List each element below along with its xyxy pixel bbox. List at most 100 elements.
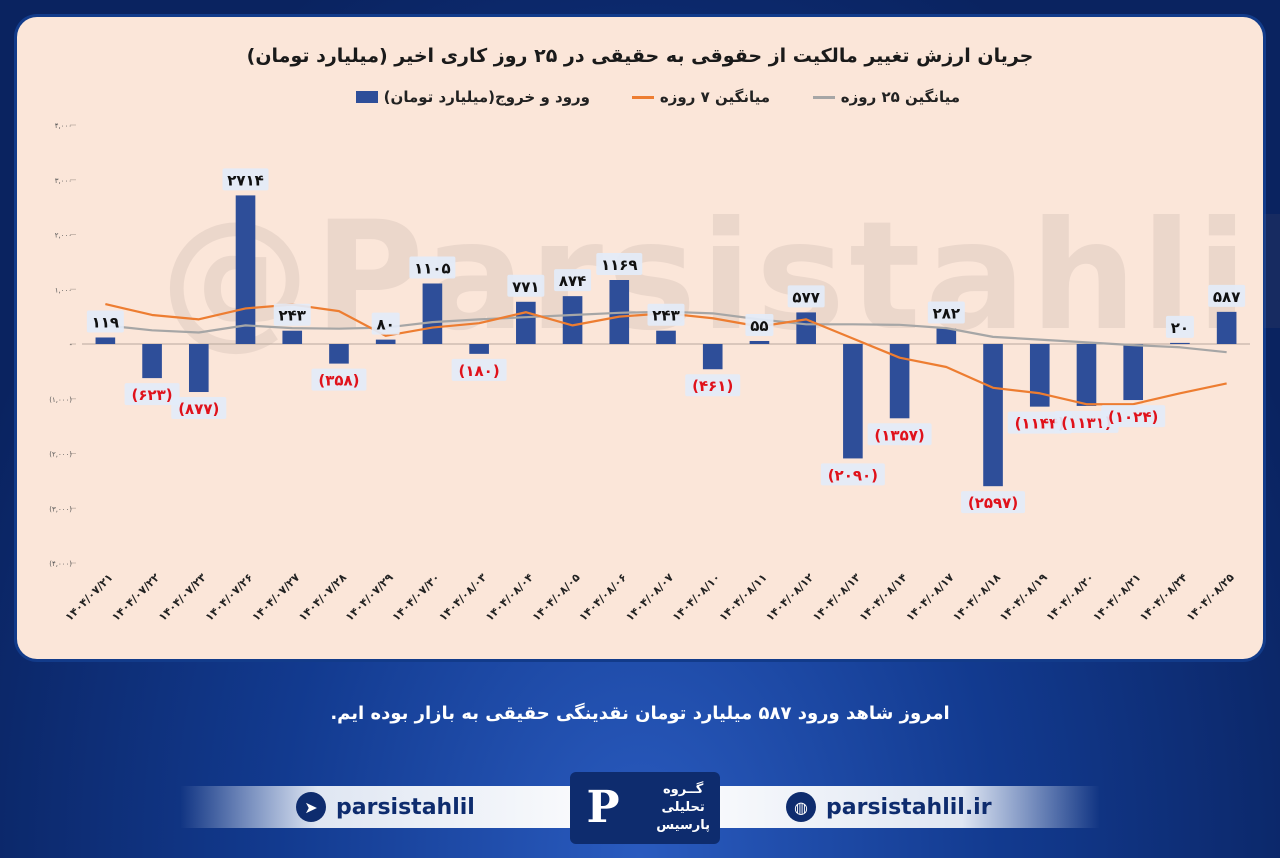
watermark: @Parsistahlil [160,190,1280,364]
data-label-box [596,252,643,275]
x-tick-label: ۱۴۰۴/۰۷/۲۷ [250,571,303,624]
data-label-box [745,313,774,336]
data-label-box [273,303,311,326]
x-tick-label: ۱۴۰۴/۰۸/۱۳ [810,571,863,624]
data-label: (۶۲۳) [131,386,172,404]
data-label: ۷۷۱ [512,278,539,296]
data-label-box [86,310,124,333]
data-label: ۱۱۶۹ [601,256,638,274]
telegram-link[interactable]: ➤ parsistahlil [296,792,475,822]
bar [282,330,303,344]
y-tick-label: (۲,۰۰۰) [49,451,72,459]
data-label: ۱۱۰۵ [414,260,451,278]
legend-label-25day: میانگین ۲۵ روزه [840,88,960,106]
bar [562,296,583,344]
data-label-box [820,463,885,486]
x-tick-label: ۱۴۰۴/۰۸/۰۶ [577,571,630,624]
x-tick-label: ۱۴۰۴/۰۸/۲۵ [1184,571,1237,624]
bar [1170,342,1190,344]
bar [656,330,676,344]
data-label: ۸۰ [377,316,395,334]
bar [422,283,443,344]
x-tick-label: ۱۴۰۴/۰۷/۲۲ [109,571,162,624]
y-tick-label: ۴,۰۰۰ [55,122,72,130]
logo-line-2: تحلیلی [661,800,705,815]
data-label-box [222,168,269,191]
data-label-box [171,397,227,420]
x-tick-label: ۱۴۰۴/۰۷/۲۳ [156,571,209,624]
data-label-box [554,269,592,292]
data-label-box [787,285,825,308]
data-label: (۲۵۹۷) [968,494,1018,512]
y-tick-label: ۱,۰۰۰ [55,286,72,294]
website-url: parsistahlil.ir [826,794,992,820]
bar [1123,344,1144,401]
data-label: ۵۵ [750,317,768,335]
globe-icon: ◍ [786,792,816,822]
x-tick-label: ۱۴۰۴/۰۷/۲۱ [63,571,116,624]
data-label: (۳۵۸) [318,372,359,390]
data-label-box [1165,315,1194,338]
chart-title: جریان ارزش تغییر مالکیت از حقوقی به حقیق… [246,45,1034,67]
legend-swatch-flow [355,91,378,103]
x-tick-label: ۱۴۰۴/۰۸/۰۷ [623,571,676,624]
x-tick-label: ۱۴۰۴/۰۷/۲۹ [343,571,396,624]
logo-line-3: پارسیس [656,818,710,833]
data-label: (۱۱۴۴) [1015,415,1065,433]
bar [1216,311,1237,344]
bar [983,344,1003,487]
x-tick-label: ۱۴۰۴/۰۸/۲۱ [1090,571,1143,624]
data-label-box [867,423,932,446]
y-tick-label: - [69,341,72,349]
data-label: (۱۸۰) [459,362,500,380]
x-tick-label: ۱۴۰۴/۰۸/۱۰ [670,571,723,624]
data-label: (۱۰۲۴) [1108,408,1158,426]
bar-line-chart: ۴,۰۰۰ ۳,۰۰۰ ۲,۰۰۰ ۱,۰۰۰ - (۱,۰۰۰) (۲,۰۰۰) (۳,۰۰… [49,122,1250,624]
bar [1076,344,1097,406]
data-label-box [1101,405,1166,428]
data-label-box [507,274,545,297]
x-tick-label: ۱۴۰۴/۰۷/۲۸ [296,571,349,624]
data-label: (۴۶۱) [692,377,733,395]
bar [889,344,910,419]
legend-label-7day: میانگین ۷ روزه [659,88,770,106]
data-label: ۵۸۷ [1213,288,1240,306]
x-tick-label: ۱۴۰۴/۰۸/۰۵ [530,571,583,624]
summary-text: امروز شاهد ورود ۵۸۷ میلیارد تومان نقدینگ… [330,703,950,724]
data-label: (۲۰۹۰) [828,466,878,484]
bar [516,301,536,344]
data-label-box [647,303,685,326]
website-link[interactable]: ◍ parsistahlil.ir [786,792,992,822]
x-tick-label: ۱۴۰۴/۰۸/۰۳ [436,571,489,624]
y-tick-label: (۴,۰۰۰) [49,560,72,568]
legend-item-flow: ورود و خروج(میلیارد تومان) [355,88,590,106]
x-tick-label: ۱۴۰۴/۰۸/۲۰ [1044,571,1097,624]
bar [702,344,723,370]
bar [95,337,116,344]
data-label-box [124,383,180,406]
x-tick-label: ۱۴۰۴/۰۸/۱۴ [857,571,910,624]
x-tick-label: ۱۴۰۴/۰۷/۳۰ [390,571,443,624]
chart-legend: میانگین ۲۵ روزه میانگین ۷ روزه ورود و خر… [0,88,1280,112]
data-label: (۸۷۷) [178,400,219,418]
data-label-box [1208,284,1246,307]
telegram-icon: ➤ [296,792,326,822]
legend-item-25day: میانگین ۲۵ روزه [812,88,960,106]
data-label-box [409,256,456,279]
y-tick-label: (۱,۰۰۰) [49,396,72,404]
x-tick-label: ۱۴۰۴/۰۸/۱۹ [997,571,1050,624]
legend-label-flow: ورود و خروج(میلیارد تومان) [383,88,590,106]
data-label: ۱۱۹ [92,313,119,331]
data-label: (۱۳۵۷) [874,426,924,444]
bar [936,328,957,344]
logo-text: گــروه تحلیلی پارسیس [656,781,710,835]
data-label: ۸۷۴ [559,272,586,290]
logo-mark-icon: P [586,782,620,833]
data-label-box [961,491,1026,514]
data-label: ۲۰ [1171,319,1189,337]
y-tick-label: (۳,۰۰۰) [49,505,72,513]
x-tick-label: ۱۴۰۴/۰۸/۱۸ [950,571,1003,624]
bar [469,344,489,354]
data-label: ۲۸۲ [933,305,960,323]
data-label-box [311,368,367,391]
